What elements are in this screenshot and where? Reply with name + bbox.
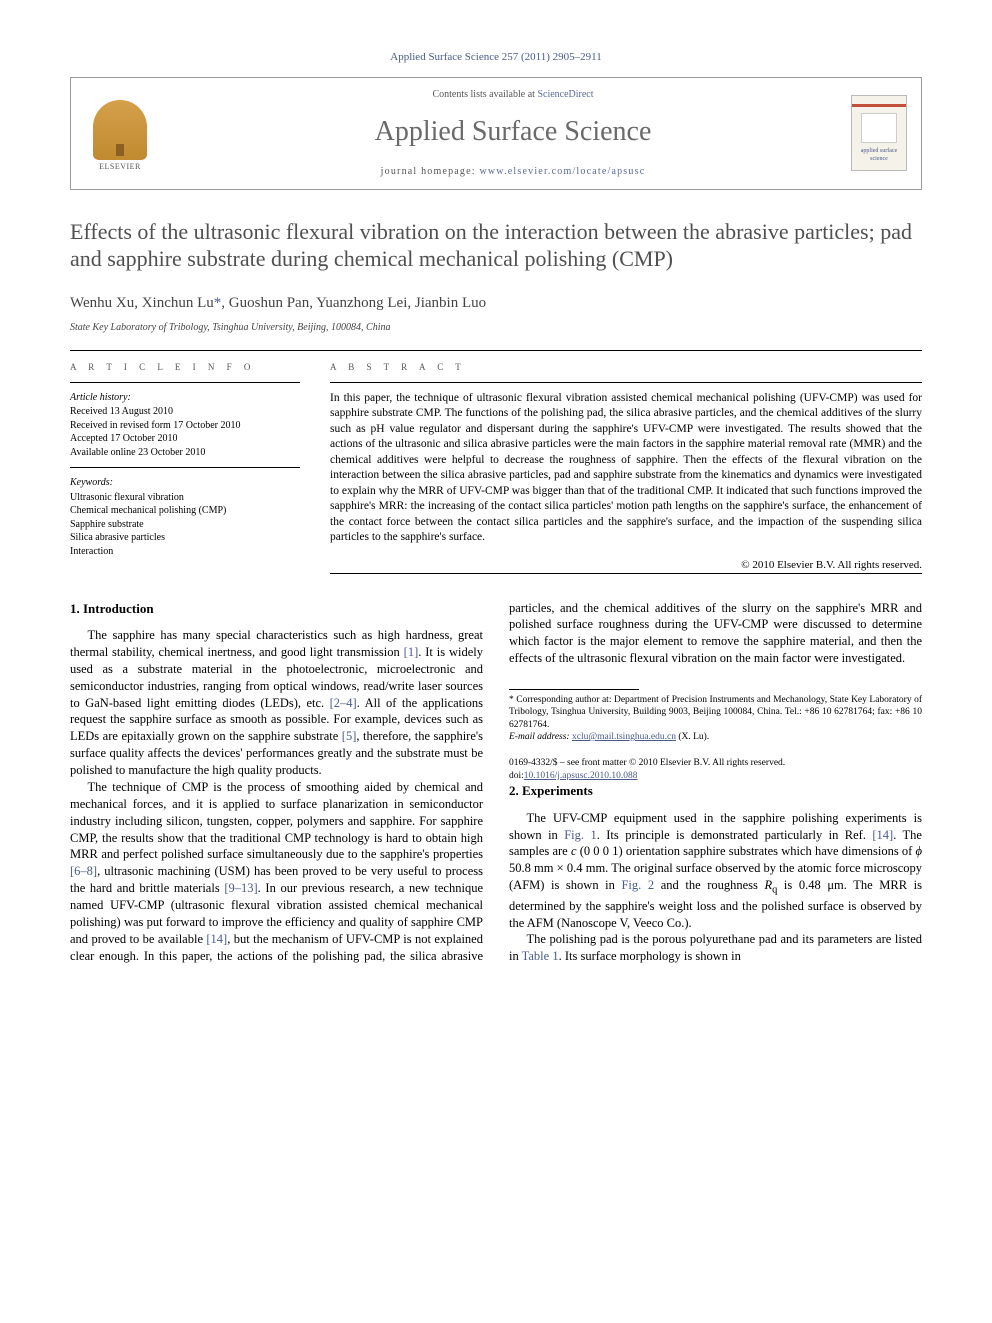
history-online: Available online 23 October 2010 [70,446,300,460]
journal-reference: Applied Surface Science 257 (2011) 2905–… [70,50,922,65]
citation-link[interactable]: [14] [872,828,893,842]
var-r: R [765,878,773,892]
contents-available: Contents lists available at ScienceDirec… [175,88,851,102]
sciencedirect-link[interactable]: ScienceDirect [537,89,593,100]
keyword: Chemical mechanical polishing (CMP) [70,504,300,518]
keyword: Silica abrasive particles [70,531,300,545]
citation-link[interactable]: [2–4] [330,696,357,710]
var-phi: ϕ [916,844,922,858]
author-1: Wenhu Xu, [70,295,142,311]
history-received: Received 13 August 2010 [70,405,300,419]
elsevier-tree-icon [93,100,147,160]
email-link[interactable]: xclu@mail.tsinghua.edu.cn [572,732,676,742]
info-abstract-row: a r t i c l e i n f o Article history: R… [70,351,922,573]
experiments-para-2: The polishing pad is the porous polyuret… [509,931,922,965]
citation-link[interactable]: [1] [404,645,419,659]
contents-prefix: Contents lists available at [432,89,537,100]
footnote-corresponding: * Corresponding author at: Department of… [509,694,922,743]
article-title: Effects of the ultrasonic flexural vibra… [70,218,922,273]
keywords-heading: Keywords: [70,476,300,490]
cover-label: applied surface science [852,147,906,163]
front-matter: 0169-4332/$ – see front matter © 2010 El… [509,757,922,769]
journal-homepage: journal homepage: www.elsevier.com/locat… [175,165,851,179]
section-1-heading: 1. Introduction [70,600,483,618]
text: The technique of CMP is the process of s… [70,780,483,862]
figure-link[interactable]: Fig. 2 [621,878,654,892]
history-heading: Article history: [70,391,300,405]
footnote-divider [509,689,639,690]
citation-link[interactable]: [5] [342,729,357,743]
history-accepted: Accepted 17 October 2010 [70,432,300,446]
journal-cover-thumb: applied surface science [851,95,907,171]
affiliation: State Key Laboratory of Tribology, Tsing… [70,321,922,335]
abstract-text: In this paper, the technique of ultrason… [330,383,922,552]
table-link[interactable]: Table 1 [522,949,559,963]
journal-title: Applied Surface Science [175,113,851,151]
figure-link[interactable]: Fig. 1 [564,828,596,842]
journal-header: ELSEVIER Contents lists available at Sci… [70,77,922,190]
citation-link[interactable]: [14] [206,932,227,946]
header-center: Contents lists available at ScienceDirec… [175,88,851,179]
footnote-star: * Corresponding author at: [509,695,614,705]
abstract-column: a b s t r a c t In this paper, the techn… [330,351,922,573]
section-2-heading: 2. Experiments [509,782,922,800]
text: and the roughness [654,878,764,892]
cover-mini-icon [861,113,897,143]
copyright: © 2010 Elsevier B.V. All rights reserved… [330,558,922,573]
text: . Its surface morphology is shown in [559,949,741,963]
keyword: Ultrasonic flexural vibration [70,491,300,505]
experiments-para-1: The UFV-CMP equipment used in the sapphi… [509,810,922,932]
cover-stripe-icon [852,104,906,107]
divider [330,573,922,574]
article-info-column: a r t i c l e i n f o Article history: R… [70,351,300,573]
homepage-prefix: journal homepage: [381,166,480,177]
doi-label: doi: [509,771,524,781]
text: (0 0 0 1) orientation sapphire substrate… [577,844,916,858]
authors: Wenhu Xu, Xinchun Lu*, Guoshun Pan, Yuan… [70,293,922,313]
keyword: Interaction [70,545,300,559]
article-history: Article history: Received 13 August 2010… [70,383,300,468]
citation-link[interactable]: [9–13] [224,881,257,895]
keyword: Sapphire substrate [70,518,300,532]
abstract-label: a b s t r a c t [330,351,922,381]
authors-rest: , Guoshun Pan, Yuanzhong Lei, Jianbin Lu… [221,295,486,311]
email-label: E-mail address: [509,732,572,742]
keywords-block: Keywords: Ultrasonic flexural vibration … [70,468,300,566]
text: . Its principle is demonstrated particul… [597,828,873,842]
body-columns: 1. Introduction The sapphire has many sp… [70,600,922,966]
article-info-label: a r t i c l e i n f o [70,351,300,381]
author-corresponding: Xinchun Lu [142,295,214,311]
intro-para-1: The sapphire has many special characteri… [70,627,483,779]
citation-link[interactable]: [6–8] [70,864,97,878]
history-revised: Received in revised form 17 October 2010 [70,419,300,433]
elsevier-logo: ELSEVIER [85,93,155,173]
email-owner: (X. Lu). [676,732,709,742]
doi-link[interactable]: 10.1016/j.apsusc.2010.10.088 [524,771,638,781]
homepage-link[interactable]: www.elsevier.com/locate/apsusc [479,166,645,177]
page-footer: 0169-4332/$ – see front matter © 2010 El… [509,757,922,782]
elsevier-name: ELSEVIER [99,162,141,173]
